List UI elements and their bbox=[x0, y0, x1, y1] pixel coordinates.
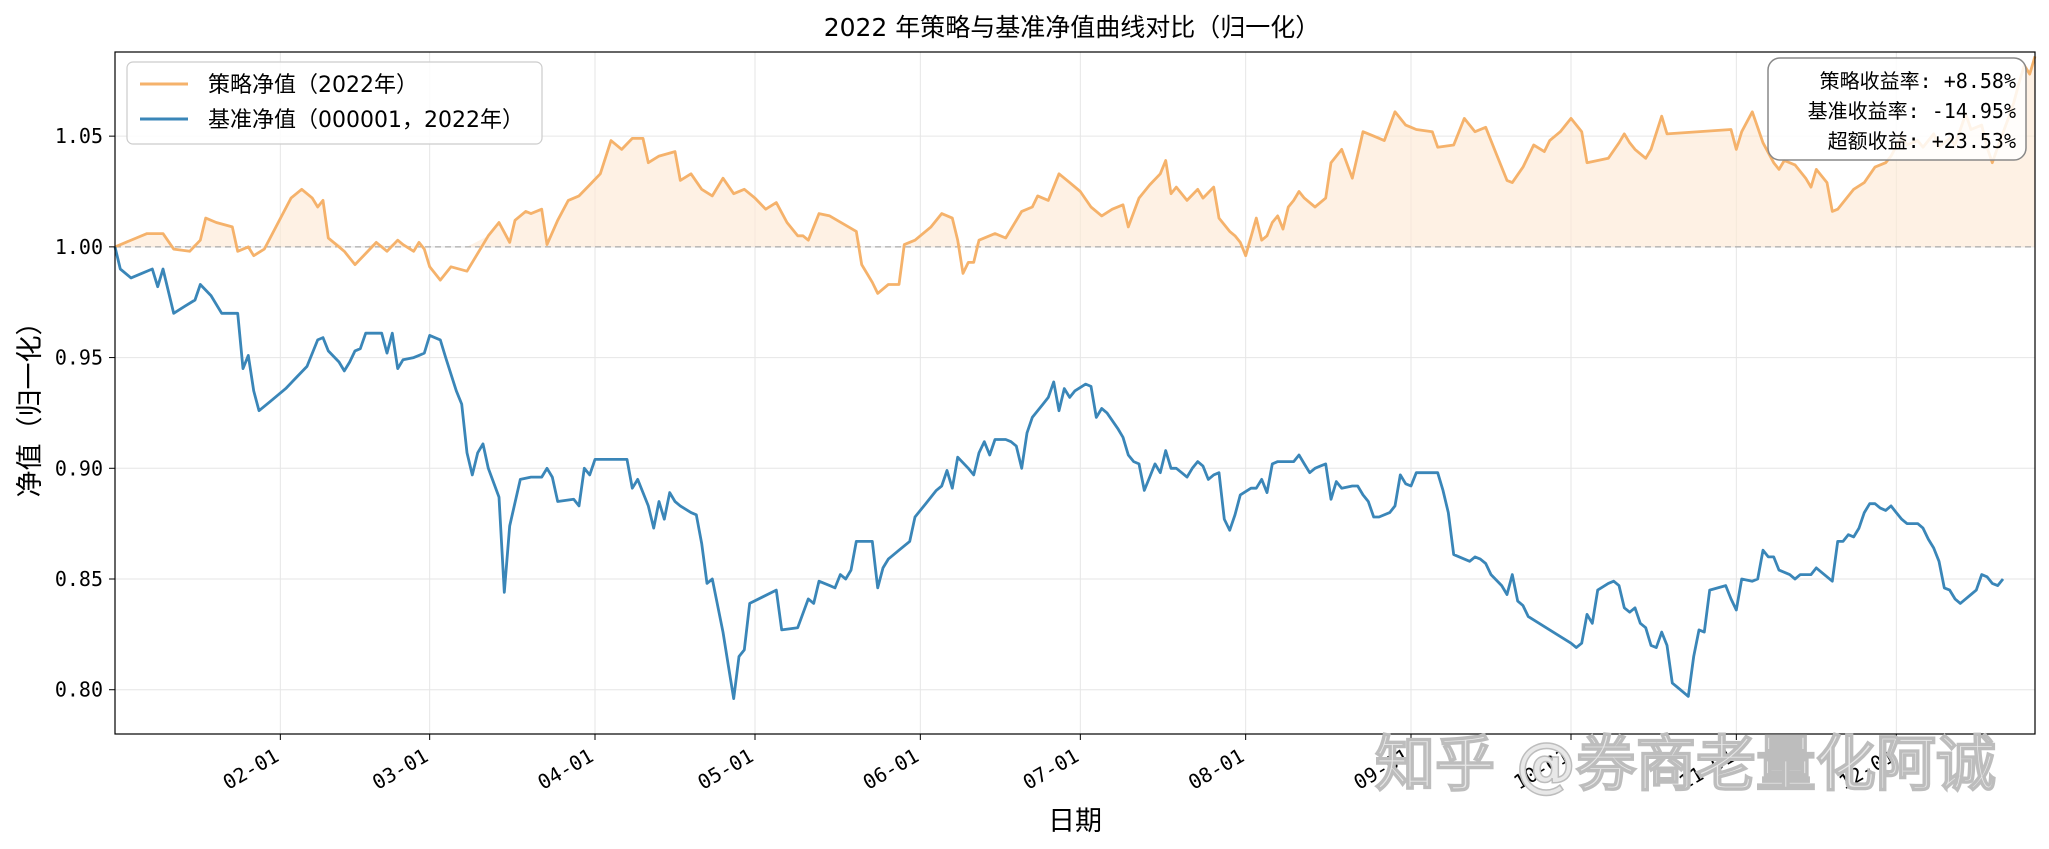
y-tick-label: 1.05 bbox=[55, 124, 103, 148]
x-tick-label: 03-01 bbox=[368, 744, 432, 795]
legend-box bbox=[126, 61, 543, 145]
chart-title: 2022 年策略与基准净值曲线对比（归一化） bbox=[824, 13, 1321, 42]
y-tick-label: 0.85 bbox=[55, 567, 103, 591]
stat-excess-return: 超额收益: +23.53% bbox=[1828, 129, 2016, 153]
y-tick-label: 0.80 bbox=[55, 678, 103, 702]
watermark: 知乎 @券商老量化阿诚 bbox=[1375, 730, 1996, 800]
x-tick-label: 07-01 bbox=[1019, 744, 1083, 795]
stats-box-frame bbox=[1767, 57, 2027, 161]
x-tick-label: 06-01 bbox=[859, 744, 923, 795]
outperformance-fill bbox=[115, 56, 2035, 247]
plot-frame bbox=[114, 51, 2036, 735]
x-tick-label: 02-01 bbox=[219, 744, 283, 795]
y-axis: 0.80 0.85 0.90 0.95 1.00 1.05 bbox=[55, 124, 115, 702]
x-tick-label: 05-01 bbox=[693, 744, 757, 795]
plot-area bbox=[113, 55, 2037, 700]
x-axis-title: 日期 bbox=[1048, 806, 1102, 837]
series-line-benchmark bbox=[113, 246, 2005, 700]
stat-strategy-return: 策略收益率: +8.58% bbox=[1820, 69, 2016, 93]
series-line-strategy bbox=[114, 55, 2037, 295]
y-tick-label: 0.90 bbox=[55, 456, 103, 480]
y-tick-label: 0.95 bbox=[55, 346, 103, 370]
legend-label-benchmark: 基准净值（000001，2022年） bbox=[208, 108, 524, 133]
stat-benchmark-return: 基准收益率: -14.95% bbox=[1808, 99, 2016, 123]
x-tick-label: 08-01 bbox=[1184, 744, 1248, 795]
stats-box: 策略收益率: +8.58% 基准收益率: -14.95% 超额收益: +23.5… bbox=[1767, 57, 2027, 161]
legend: 策略净值（2022年） 基准净值（000001，2022年） bbox=[126, 61, 543, 145]
legend-label-strategy: 策略净值（2022年） bbox=[208, 73, 418, 98]
y-tick-label: 1.00 bbox=[55, 235, 103, 259]
y-axis-title: 净值（归一化） bbox=[15, 309, 46, 498]
x-tick-label: 04-01 bbox=[533, 744, 597, 795]
